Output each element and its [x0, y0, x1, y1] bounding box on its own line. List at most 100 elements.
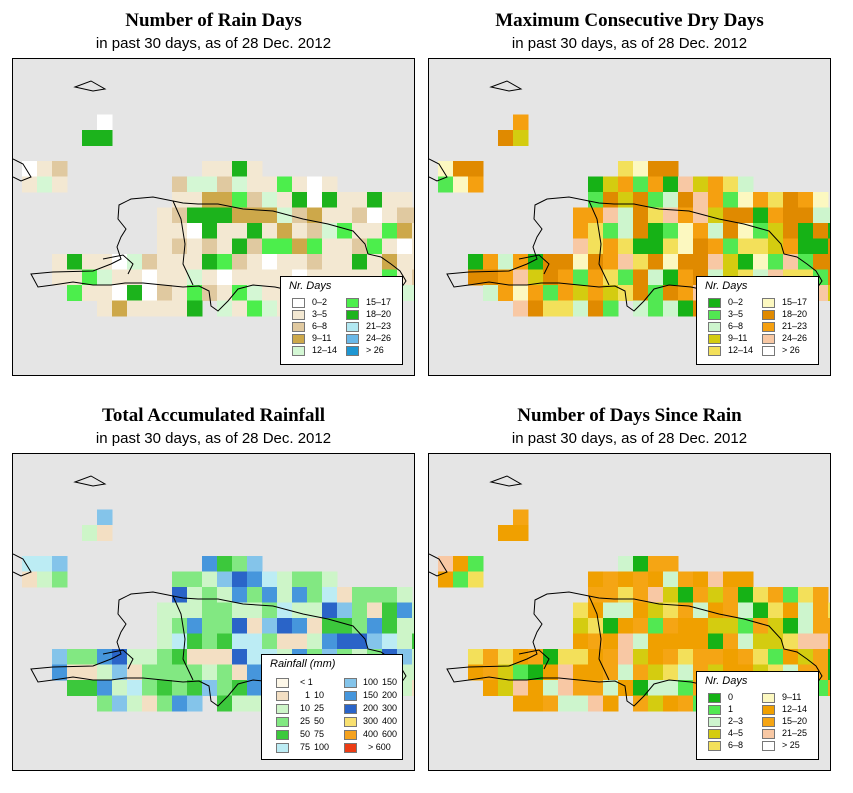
- grid-cell: [678, 618, 694, 634]
- grid-cell: [528, 695, 544, 712]
- grid-cell: [753, 223, 769, 239]
- legend-swatch: [344, 691, 357, 701]
- grid-cell: [127, 695, 143, 712]
- legend-label-high: 10: [314, 690, 325, 700]
- grid-cell: [513, 130, 529, 146]
- grid-cell: [783, 207, 799, 224]
- grid-cell: [82, 285, 98, 301]
- legend-swatch: [292, 310, 305, 320]
- grid-cell: [633, 556, 649, 572]
- grid-cell: [412, 254, 414, 270]
- grid-cell: [187, 285, 203, 301]
- grid-cell: [97, 254, 113, 270]
- grid-cell: [247, 238, 263, 255]
- grid-cell: [322, 238, 338, 255]
- grid-cell: [67, 664, 83, 681]
- grid-cell: [292, 254, 308, 270]
- legend-swatch: [708, 693, 721, 703]
- grid-cell: [468, 269, 484, 286]
- grid-cell: [498, 664, 514, 681]
- border-line: [172, 200, 194, 286]
- grid-cell: [453, 161, 469, 177]
- coastline: [30, 591, 407, 707]
- grid-cell: [648, 285, 664, 301]
- grid-cell: [367, 223, 383, 239]
- grid-cell: [262, 192, 278, 208]
- grid-cell: [513, 254, 529, 270]
- legend-label: 12–14: [312, 345, 338, 355]
- grid-cell: [468, 176, 484, 193]
- grid-cell: [307, 223, 323, 239]
- legend-label-low: 10: [299, 703, 310, 713]
- grid-cell: [513, 525, 529, 541]
- grid-cell: [292, 587, 308, 603]
- grid-cell: [723, 223, 739, 239]
- grid-cell: [202, 269, 218, 286]
- grid-cell: [412, 285, 414, 301]
- grid-cell: [633, 223, 649, 239]
- grid-cell: [663, 207, 679, 224]
- panel-max-dry-days: Maximum Consecutive Dry Days in past 30 …: [428, 10, 831, 380]
- grid-cell: [603, 680, 619, 696]
- grid-cell: [322, 571, 338, 588]
- grid-cell: [82, 269, 98, 286]
- grid-cell: [112, 269, 128, 286]
- grid-cell: [813, 649, 829, 665]
- grid-cell: [618, 161, 634, 177]
- grid-cell: [277, 587, 293, 603]
- grid-cell: [397, 618, 413, 634]
- grid-cell: [52, 664, 68, 681]
- legend-label: 9–11: [782, 692, 802, 702]
- grid-cell: [202, 192, 218, 208]
- grid-cell: [172, 680, 188, 696]
- legend-label-low: 1: [304, 690, 310, 700]
- grid-cell: [247, 254, 263, 270]
- grid-cell: [382, 618, 398, 634]
- grid-cell: [513, 285, 529, 301]
- grid-cell: [573, 207, 589, 224]
- grid-cell: [247, 223, 263, 239]
- grid-cell: [453, 176, 469, 193]
- grid-cell: [648, 695, 664, 712]
- grid-cell: [663, 254, 679, 270]
- legend-swatch: [762, 729, 775, 739]
- grid-cell: [217, 176, 233, 193]
- grid-cell: [292, 223, 308, 239]
- grid-cell: [513, 649, 529, 665]
- grid-cell: [663, 300, 679, 317]
- legend-label-high: 100: [314, 742, 330, 752]
- grid-cell: [828, 618, 830, 634]
- grid-cell: [127, 285, 143, 301]
- grid-cell: [412, 664, 414, 681]
- legend-swatch: [762, 741, 775, 751]
- grid-cell: [513, 114, 529, 131]
- grid-cell: [247, 664, 263, 681]
- grid-cell: [337, 192, 353, 208]
- grid-cell: [528, 664, 544, 681]
- grid-cell: [573, 680, 589, 696]
- grid-cell: [798, 238, 814, 255]
- grid-cell: [588, 633, 604, 650]
- grid-cell: [483, 254, 499, 270]
- grid-cell: [352, 192, 368, 208]
- grid-cell: [157, 254, 173, 270]
- grid-cell: [573, 633, 589, 650]
- grid-cell: [708, 238, 724, 255]
- grid-cell: [397, 207, 413, 224]
- grid-cell: [367, 207, 383, 224]
- grid-cell: [828, 633, 830, 650]
- grid-cell: [382, 192, 398, 208]
- legend-label-high: 150: [382, 677, 398, 687]
- grid-cell: [202, 176, 218, 193]
- panel-title: Total Accumulated Rainfall: [101, 405, 326, 426]
- grid-cell: [217, 649, 233, 665]
- grid-cell: [513, 680, 529, 696]
- legend-swatch: [276, 730, 289, 740]
- grid-cell: [262, 300, 278, 317]
- legend-accumulated-rainfall: Rainfall (mm) < 1 1 10 10 25 25 50 50 75 75 100 100…: [261, 654, 403, 760]
- grid-cell: [367, 602, 383, 619]
- grid-cell: [738, 618, 754, 634]
- grid-cell: [648, 571, 664, 588]
- grid-cell: [97, 130, 113, 146]
- grid-cell: [468, 571, 484, 588]
